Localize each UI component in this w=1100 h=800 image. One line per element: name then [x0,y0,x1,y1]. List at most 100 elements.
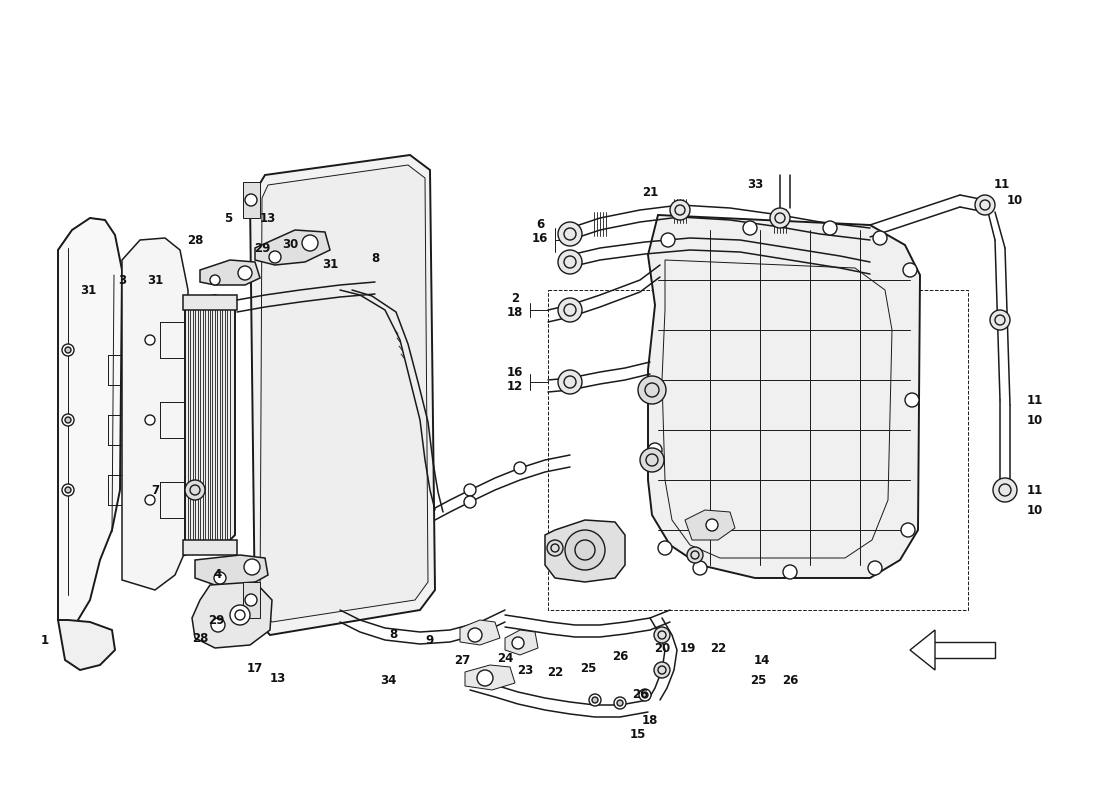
Text: 31: 31 [80,283,96,297]
Text: 13: 13 [270,671,286,685]
Text: 26: 26 [782,674,799,686]
Text: 20: 20 [653,642,670,654]
Polygon shape [183,540,236,555]
Circle shape [903,263,917,277]
Text: 9: 9 [426,634,434,646]
Text: 2: 2 [510,291,519,305]
Text: 16: 16 [531,231,548,245]
Circle shape [642,692,648,698]
Polygon shape [460,620,500,645]
Polygon shape [260,165,428,622]
Circle shape [648,443,662,457]
Polygon shape [243,182,260,218]
Circle shape [211,618,226,632]
Text: 22: 22 [710,642,726,654]
Circle shape [558,222,582,246]
Polygon shape [685,510,735,540]
Circle shape [658,541,672,555]
Circle shape [245,594,257,606]
Text: 27: 27 [454,654,470,666]
Circle shape [592,697,598,703]
Circle shape [706,519,718,531]
Polygon shape [910,630,935,670]
Text: 5: 5 [224,211,232,225]
Circle shape [742,221,757,235]
Text: 26: 26 [612,650,628,662]
Text: 22: 22 [547,666,563,679]
Polygon shape [544,520,625,582]
Text: 4: 4 [213,569,222,582]
Circle shape [654,627,670,643]
Polygon shape [183,295,236,310]
Text: 34: 34 [379,674,396,686]
Circle shape [185,480,205,500]
Circle shape [302,235,318,251]
Polygon shape [250,155,434,635]
Circle shape [62,344,74,356]
Bar [548,290,968,610]
Circle shape [145,495,155,505]
Circle shape [65,347,72,353]
Text: 29: 29 [208,614,224,626]
Circle shape [145,335,155,345]
Circle shape [783,565,798,579]
Circle shape [558,250,582,274]
Polygon shape [505,630,538,655]
Circle shape [640,448,664,472]
Text: 7: 7 [151,483,160,497]
Polygon shape [58,620,116,670]
Text: 11: 11 [1027,483,1043,497]
Text: 18: 18 [641,714,658,726]
Text: 15: 15 [630,729,646,742]
Circle shape [244,559,260,575]
Circle shape [468,628,482,642]
Circle shape [770,208,790,228]
Circle shape [270,251,280,263]
Text: 23: 23 [517,663,534,677]
Polygon shape [255,230,330,265]
Circle shape [230,605,250,625]
Polygon shape [243,582,260,618]
Circle shape [477,670,493,686]
Text: 6: 6 [536,218,544,230]
Text: 13: 13 [260,211,276,225]
Text: 12: 12 [507,379,524,393]
Circle shape [905,393,918,407]
Polygon shape [58,218,122,625]
Circle shape [65,487,72,493]
Circle shape [639,689,651,701]
Text: 18: 18 [507,306,524,318]
Polygon shape [195,555,268,585]
Text: 11: 11 [1027,394,1043,406]
Text: 17: 17 [246,662,263,674]
Text: 31: 31 [147,274,163,286]
Circle shape [617,700,623,706]
Circle shape [558,370,582,394]
Text: 24: 24 [497,651,514,665]
Text: 28: 28 [191,631,208,645]
Polygon shape [465,665,515,690]
Text: 21: 21 [642,186,658,198]
Circle shape [993,478,1018,502]
Polygon shape [930,642,996,658]
Text: 14: 14 [754,654,770,666]
Circle shape [464,484,476,496]
Circle shape [512,637,524,649]
Text: 33: 33 [747,178,763,191]
Circle shape [588,694,601,706]
Circle shape [670,200,690,220]
Text: 10: 10 [1027,414,1043,426]
Circle shape [464,496,476,508]
Circle shape [693,561,707,575]
Polygon shape [648,215,920,578]
Text: 8: 8 [389,629,397,642]
Circle shape [245,194,257,206]
Circle shape [638,376,666,404]
Text: 25: 25 [580,662,596,674]
Circle shape [514,462,526,474]
Polygon shape [122,238,188,590]
Circle shape [145,415,155,425]
Text: 1: 1 [41,634,50,646]
Text: 8: 8 [371,251,380,265]
Circle shape [873,231,887,245]
